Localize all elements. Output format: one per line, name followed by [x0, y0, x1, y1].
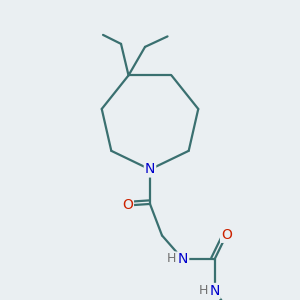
Text: H: H — [198, 284, 208, 296]
Text: N: N — [178, 252, 188, 266]
Text: O: O — [122, 199, 133, 212]
Text: N: N — [209, 284, 220, 298]
Text: N: N — [145, 163, 155, 176]
Text: O: O — [221, 228, 232, 242]
Text: H: H — [167, 252, 176, 265]
